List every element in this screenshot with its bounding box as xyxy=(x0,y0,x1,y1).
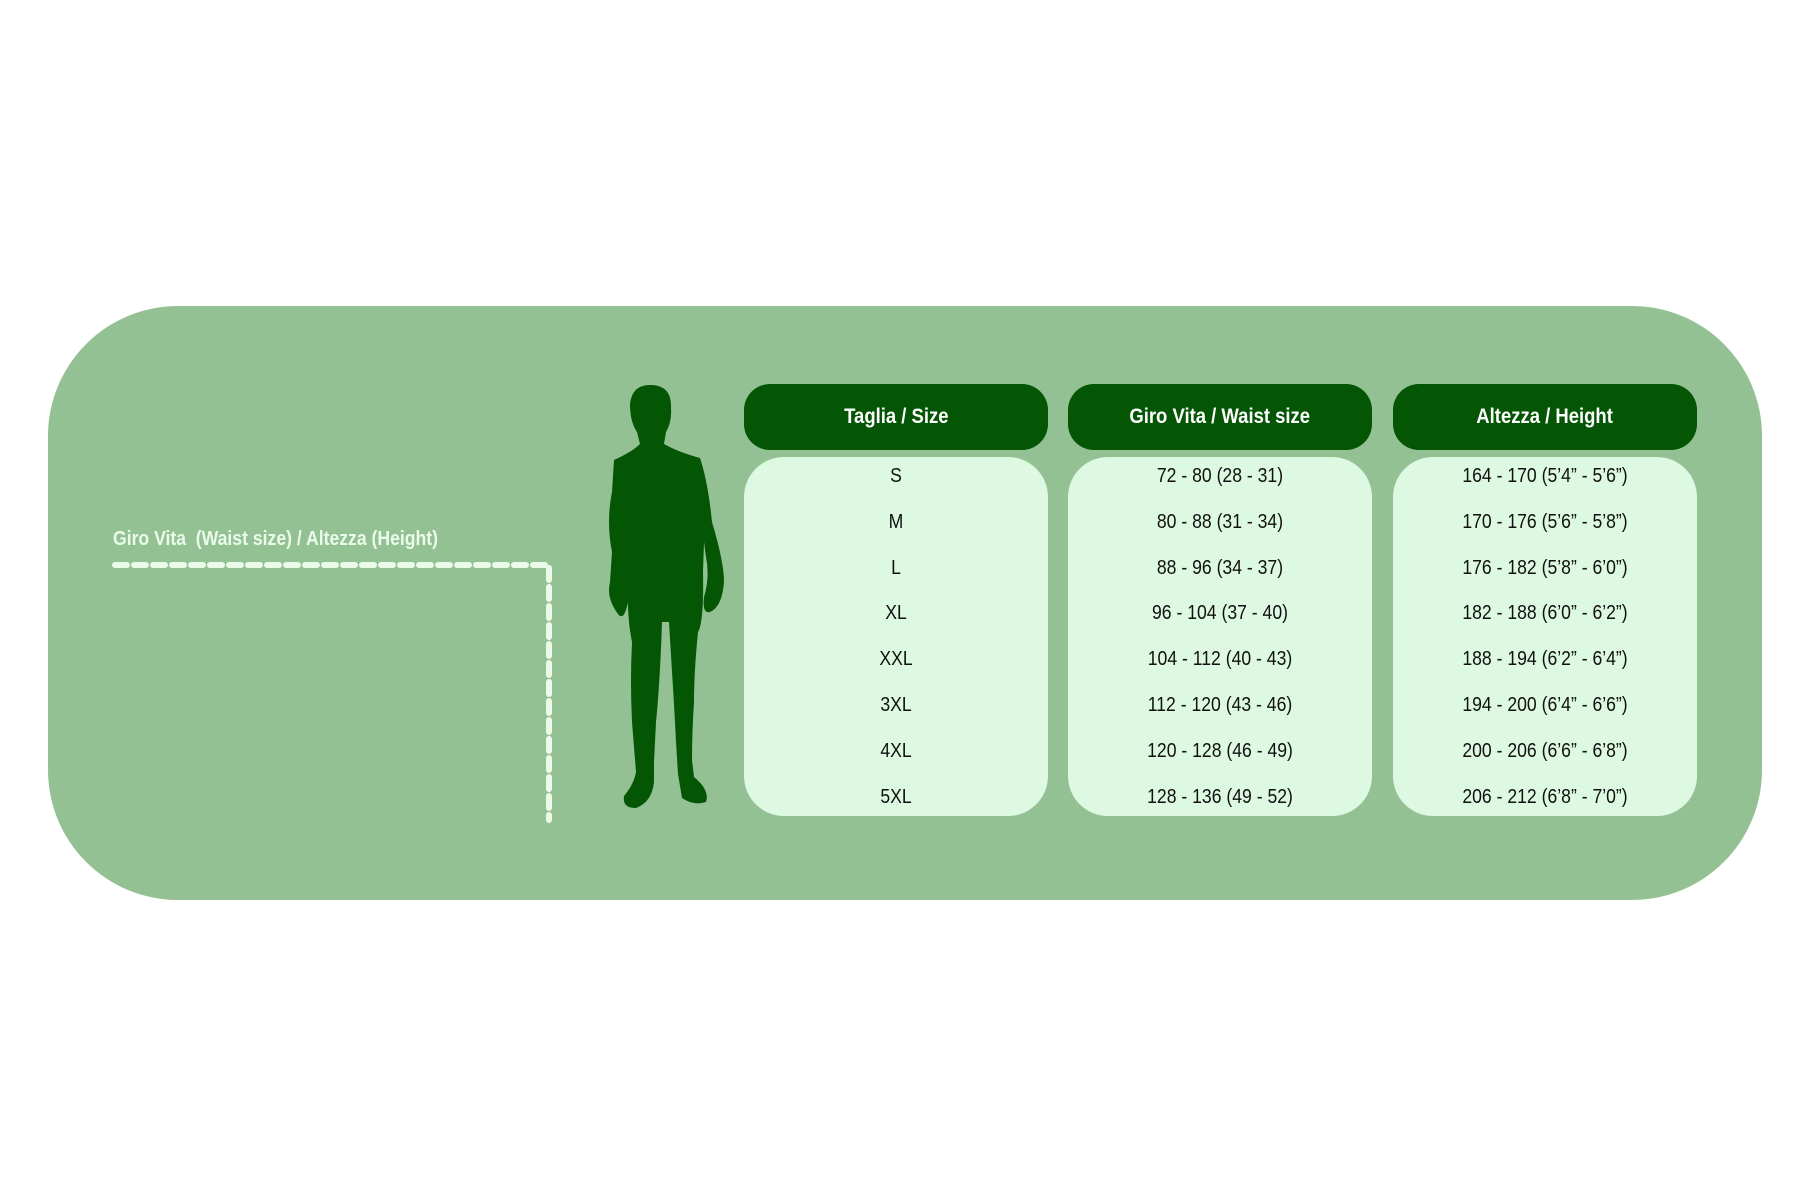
man-silhouette-icon xyxy=(609,384,724,808)
table-cell: 3XL xyxy=(880,694,912,716)
table-cell: 4XL xyxy=(880,739,912,762)
table-cell: XL xyxy=(885,602,907,625)
column-size: S M L XL XXL 3XL 4XL 5XL xyxy=(744,457,1048,816)
table-cell: 104 - 112 (40 - 43) xyxy=(1147,648,1293,671)
table-cell: 88 - 96 (34 - 37) xyxy=(1156,556,1284,579)
table-cell: XXL xyxy=(879,648,913,671)
guide-label: Giro Vita (Waist size) / Altezza (Height… xyxy=(113,528,438,550)
table-cell: 80 - 88 (31 - 34) xyxy=(1156,510,1284,533)
table-cell: L xyxy=(891,556,901,579)
table-cell: 200 - 206 (6’6” - 6’8”) xyxy=(1462,739,1628,762)
table-cell: 194 - 200 (6’4” - 6’6”) xyxy=(1462,694,1628,716)
header-height: Altezza / Height xyxy=(1393,384,1697,450)
table-cell: 72 - 80 (28 - 31) xyxy=(1156,465,1284,487)
table-cell: 5XL xyxy=(880,785,912,808)
table-cell: M xyxy=(888,510,904,533)
table-cell: 120 - 128 (46 - 49) xyxy=(1147,739,1293,762)
table-cell: S xyxy=(890,465,902,487)
table-cell: 182 - 188 (6’0” - 6’2”) xyxy=(1462,602,1628,625)
column-height: 164 - 170 (5’4” - 5’6”) 170 - 176 (5’6” -… xyxy=(1393,457,1697,816)
table-cell: 128 - 136 (49 - 52) xyxy=(1147,785,1293,808)
table-cell: 206 - 212 (6’8” - 7’0”) xyxy=(1462,785,1628,808)
column-waist: 72 - 80 (28 - 31) 80 - 88 (31 - 34) 88 - 9… xyxy=(1068,457,1372,816)
table-cell: 176 - 182 (5’8” - 6’0”) xyxy=(1462,556,1628,579)
table-cell: 170 - 176 (5’6” - 5’8”) xyxy=(1462,510,1628,533)
table-cell: 188 - 194 (6’2” - 6’4”) xyxy=(1462,648,1628,671)
header-size: Taglia / Size xyxy=(744,384,1048,450)
table-cell: 112 - 120 (43 - 46) xyxy=(1147,694,1293,716)
table-cell: 96 - 104 (37 - 40) xyxy=(1152,602,1288,625)
table-cell: 164 - 170 (5’4” - 5’6”) xyxy=(1462,465,1628,487)
header-waist: Giro Vita / Waist size xyxy=(1068,384,1372,450)
